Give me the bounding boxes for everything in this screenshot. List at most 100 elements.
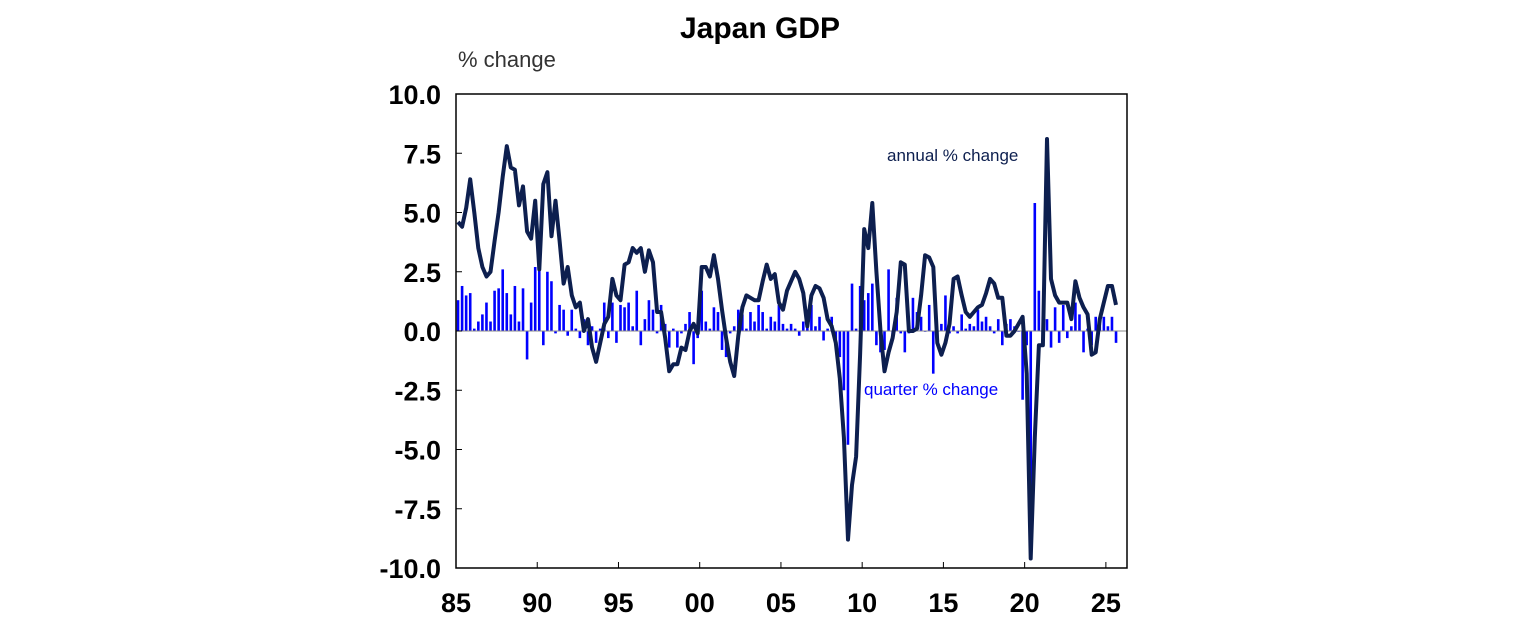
- quarter-bar: [464, 295, 468, 331]
- quarter-bar: [801, 321, 805, 331]
- y-tick-label: 5.0: [403, 199, 441, 229]
- quarter-bar: [1061, 304, 1065, 331]
- quarter-bar: [566, 331, 569, 336]
- quarter-bar: [822, 331, 825, 341]
- quarter-bar: [533, 267, 537, 331]
- quarter-bar: [493, 290, 496, 331]
- y-tick-label: -7.5: [394, 495, 441, 525]
- quarter-bar: [704, 321, 708, 331]
- quarter-bar: [615, 331, 618, 343]
- quarter-bar: [1001, 331, 1004, 346]
- quarter-bar: [749, 312, 752, 331]
- quarter-bar: [854, 328, 858, 331]
- quarter-bar: [1078, 314, 1081, 331]
- quarter-bar: [810, 304, 813, 331]
- quarter-bar: [1021, 331, 1024, 400]
- quarter-bar: [1045, 319, 1049, 331]
- y-tick-label: 2.5: [403, 258, 441, 288]
- y-axis-label: % change: [458, 47, 556, 72]
- quarter-bar: [1057, 331, 1061, 343]
- quarter-bar: [688, 312, 691, 331]
- quarter-bar: [1070, 326, 1073, 331]
- quarter-bar: [1065, 331, 1069, 339]
- quarter-bar: [623, 307, 626, 331]
- quarter-bar: [546, 271, 549, 331]
- quarter-bar: [489, 321, 492, 331]
- x-tick-label: 20: [1010, 588, 1040, 618]
- quarter-bar: [1106, 326, 1110, 331]
- quarter-bar: [1009, 319, 1012, 331]
- quarter-bar: [736, 309, 740, 331]
- quarter-bar: [607, 331, 610, 339]
- quarter-bar: [1114, 331, 1118, 343]
- quarter-bar: [1053, 307, 1057, 331]
- quarter-bar: [838, 331, 842, 358]
- quarter-bar: [460, 285, 464, 331]
- quarter-bar: [586, 331, 590, 346]
- quarter-bar: [497, 288, 500, 331]
- quarter-bar: [1110, 316, 1114, 331]
- quarter-bar: [676, 331, 679, 348]
- quarter-bar: [570, 309, 574, 331]
- quarter-bar: [728, 331, 732, 334]
- quarter-bar: [611, 302, 614, 331]
- quarter-bar: [501, 269, 505, 331]
- quarter-bar: [814, 326, 817, 331]
- quarter-bar: [871, 283, 874, 331]
- chart-title: Japan GDP: [680, 12, 840, 45]
- quarter-bar: [574, 328, 578, 331]
- quarter-bar: [639, 331, 643, 346]
- quarter-bar: [468, 293, 472, 331]
- quarter-bar: [765, 328, 769, 331]
- quarter-bars: [456, 203, 1118, 521]
- quarter-bar: [542, 331, 545, 346]
- quarter-bar: [472, 328, 476, 331]
- quarter-bar: [1082, 331, 1085, 353]
- quarter-bar: [826, 328, 829, 331]
- quarter-bar: [708, 328, 712, 331]
- annual-change-line: [456, 137, 1118, 561]
- quarter-bar: [667, 331, 671, 348]
- quarter-bar: [509, 314, 513, 331]
- quarter-bar: [940, 323, 943, 331]
- quarter-bar: [1049, 331, 1053, 348]
- quarter-bar: [793, 328, 797, 331]
- quarter-bar: [899, 331, 903, 334]
- quarter-bar: [761, 312, 764, 331]
- quarter-bar: [598, 328, 602, 331]
- quarter-bar: [456, 300, 460, 331]
- quarter-bar: [550, 281, 553, 331]
- quarter-bar: [517, 321, 521, 331]
- quarter-bar: [866, 293, 870, 331]
- quarter-bar: [712, 307, 716, 331]
- quarter-bar: [1102, 316, 1106, 331]
- quarter-bar: [789, 323, 793, 331]
- x-tick-label: 00: [685, 588, 715, 618]
- quarter-bar: [700, 290, 704, 331]
- quarter-bar: [594, 331, 598, 343]
- quarter-bar: [558, 304, 561, 331]
- quarter-bar: [842, 331, 846, 391]
- quarter-bar: [903, 331, 907, 353]
- quarter-bar: [720, 331, 724, 350]
- quarter-bar: [485, 302, 488, 331]
- quarter-bar: [996, 319, 1000, 331]
- quarter-bar: [672, 328, 675, 331]
- quarter-bar: [1074, 302, 1077, 331]
- quarter-bar: [911, 297, 915, 331]
- x-tick-label: 25: [1091, 588, 1121, 618]
- quarter-bar: [850, 283, 854, 331]
- quarter-bar: [745, 328, 748, 331]
- y-tick-label: 7.5: [403, 139, 441, 169]
- quarter-bar: [773, 321, 777, 331]
- quarter-bar: [684, 323, 687, 331]
- quarter-bar: [883, 331, 886, 350]
- quarter-bar: [477, 321, 480, 331]
- quarter-bar: [554, 331, 557, 334]
- x-tick-label: 95: [603, 588, 633, 618]
- quarter-bar: [972, 326, 976, 331]
- quarter-bar: [818, 316, 821, 331]
- quarter-bar: [753, 321, 756, 331]
- y-tick-label: -5.0: [394, 436, 441, 466]
